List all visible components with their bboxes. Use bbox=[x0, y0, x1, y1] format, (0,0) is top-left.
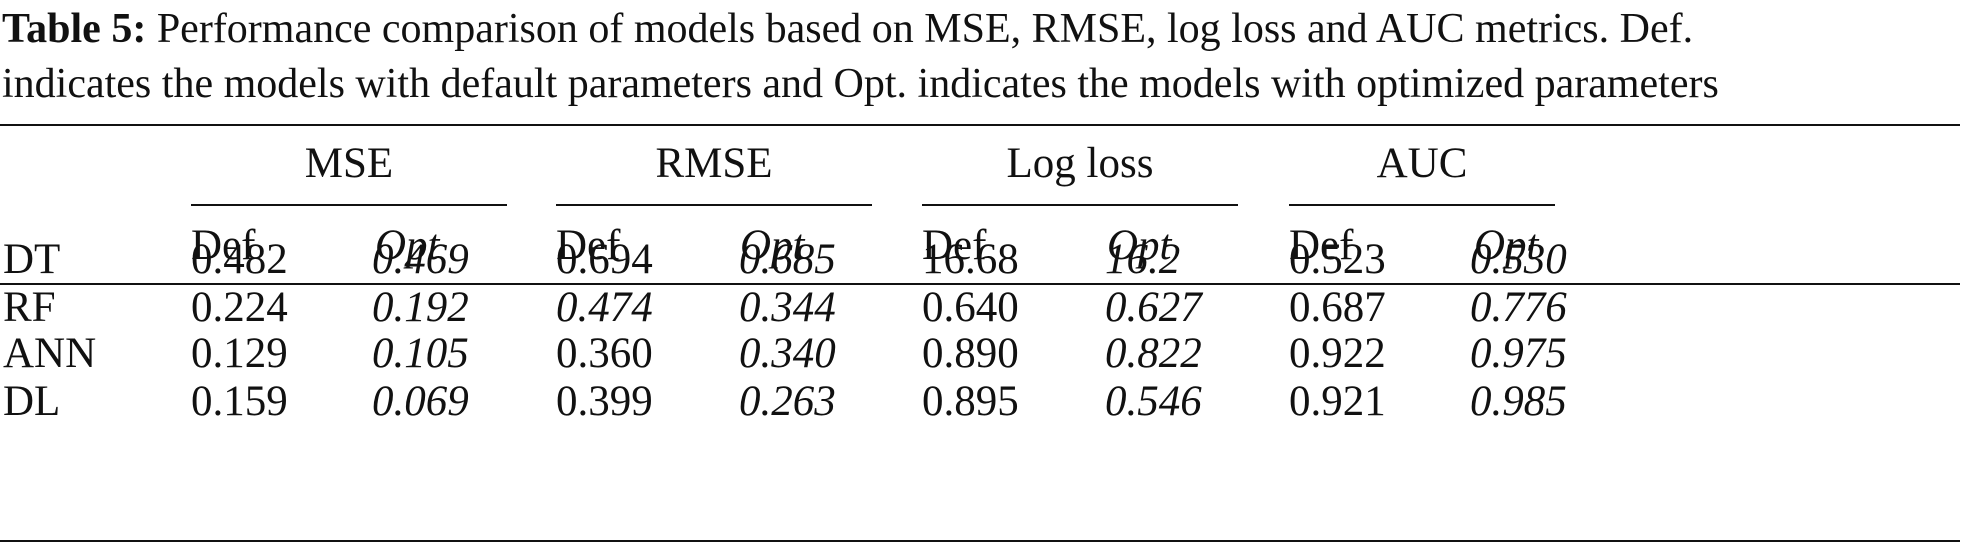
group-rule-logloss bbox=[922, 204, 1238, 206]
subheader-def: Def bbox=[1289, 222, 1354, 269]
table-cell: 0.530 bbox=[1470, 236, 1567, 283]
table-cell: 0.105 bbox=[372, 330, 469, 377]
subheader-opt: Opt bbox=[375, 222, 440, 269]
subheader-opt: Opt bbox=[1474, 222, 1539, 269]
group-header-mse: MSE bbox=[304, 140, 394, 187]
row-label: DT bbox=[3, 236, 61, 283]
table-cell: 0.263 bbox=[739, 378, 836, 425]
row-label: ANN bbox=[3, 330, 97, 377]
table-cell: 0.469 bbox=[372, 236, 469, 283]
table-cell: 0.360 bbox=[556, 330, 653, 377]
table-top-rule bbox=[0, 124, 1960, 126]
table-cell: 0.399 bbox=[556, 378, 653, 425]
row-label: DL bbox=[3, 378, 61, 425]
group-rule-auc bbox=[1289, 204, 1555, 206]
table-cell: 0.344 bbox=[739, 284, 836, 331]
subheader-def: Def bbox=[922, 222, 987, 269]
group-rule-mse bbox=[191, 204, 507, 206]
table-cell: 0.129 bbox=[191, 330, 288, 377]
table-cell: 0.890 bbox=[922, 330, 1019, 377]
table-cell: 0.474 bbox=[556, 284, 653, 331]
caption-label: Table 5: bbox=[2, 6, 147, 52]
table-cell: 0.627 bbox=[1105, 284, 1202, 331]
table-cell: 16.68 bbox=[922, 236, 1019, 283]
caption-line-2: indicates the models with default parame… bbox=[2, 61, 1719, 107]
table-cell: 0.640 bbox=[922, 284, 1019, 331]
row-label: RF bbox=[3, 284, 56, 331]
group-header-logloss: Log loss bbox=[1006, 140, 1154, 187]
table-bottom-rule bbox=[0, 540, 1960, 542]
group-header-auc: AUC bbox=[1376, 140, 1468, 187]
caption-text-1: Performance comparison of models based o… bbox=[146, 6, 1694, 52]
subheader-opt: Opt bbox=[740, 222, 805, 269]
table-cell: 0.921 bbox=[1289, 378, 1386, 425]
table-cell: 0.985 bbox=[1470, 378, 1567, 425]
table-cell: 0.546 bbox=[1105, 378, 1202, 425]
table-caption: Table 5: Performance comparison of model… bbox=[2, 2, 1962, 112]
table-cell: 0.975 bbox=[1470, 330, 1567, 377]
subheader-opt: Opt bbox=[1107, 222, 1172, 269]
table-cell: 0.482 bbox=[191, 236, 288, 283]
table-cell: 0.822 bbox=[1105, 330, 1202, 377]
group-header-rmse: RMSE bbox=[655, 140, 773, 187]
table-cell: 0.224 bbox=[191, 284, 288, 331]
table-cell: 16.2 bbox=[1105, 236, 1181, 283]
table-cell: 0.340 bbox=[739, 330, 836, 377]
table-cell: 0.922 bbox=[1289, 330, 1386, 377]
table-cell: 0.694 bbox=[556, 236, 653, 283]
table-cell: 0.776 bbox=[1470, 284, 1567, 331]
table-cell: 0.159 bbox=[191, 378, 288, 425]
subheader-def: Def bbox=[556, 222, 621, 269]
subheader-def: Def bbox=[191, 222, 256, 269]
table-cell: 0.523 bbox=[1289, 236, 1386, 283]
table-cell: 0.895 bbox=[922, 378, 1019, 425]
group-rule-rmse bbox=[556, 204, 872, 206]
table-cell: 0.192 bbox=[372, 284, 469, 331]
caption-line-1: Table 5: Performance comparison of model… bbox=[2, 2, 1962, 57]
table-header-rule bbox=[0, 283, 1960, 285]
table-cell: 0.069 bbox=[372, 378, 469, 425]
table-cell: 0.685 bbox=[739, 236, 836, 283]
table-cell: 0.687 bbox=[1289, 284, 1386, 331]
